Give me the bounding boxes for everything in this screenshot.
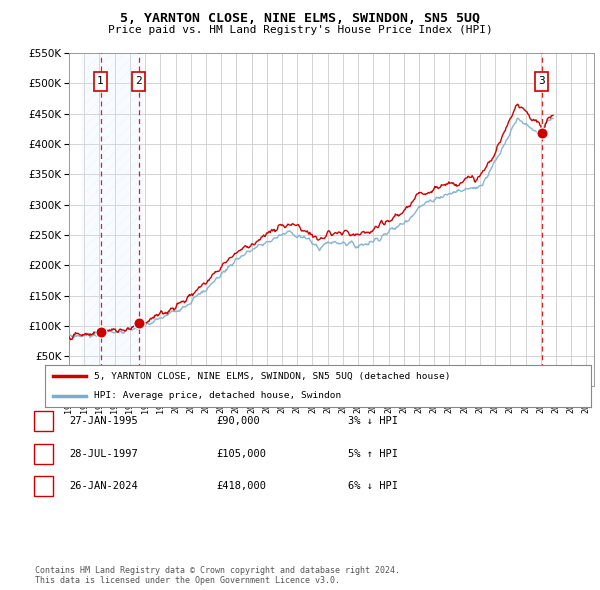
Text: 3% ↓ HPI: 3% ↓ HPI — [348, 417, 398, 426]
Text: 3: 3 — [41, 481, 47, 491]
Text: 5% ↑ HPI: 5% ↑ HPI — [348, 449, 398, 458]
Text: £105,000: £105,000 — [216, 449, 266, 458]
FancyBboxPatch shape — [535, 72, 548, 91]
Text: £418,000: £418,000 — [216, 481, 266, 491]
FancyBboxPatch shape — [94, 72, 107, 91]
Text: 6% ↓ HPI: 6% ↓ HPI — [348, 481, 398, 491]
Text: £90,000: £90,000 — [216, 417, 260, 426]
Bar — [82, 53, 143, 386]
Text: 5, YARNTON CLOSE, NINE ELMS, SWINDON, SN5 5UQ: 5, YARNTON CLOSE, NINE ELMS, SWINDON, SN… — [120, 12, 480, 25]
Text: 27-JAN-1995: 27-JAN-1995 — [69, 417, 138, 426]
Text: Price paid vs. HM Land Registry's House Price Index (HPI): Price paid vs. HM Land Registry's House … — [107, 25, 493, 35]
Text: 1: 1 — [41, 417, 47, 426]
Text: 5, YARNTON CLOSE, NINE ELMS, SWINDON, SN5 5UQ (detached house): 5, YARNTON CLOSE, NINE ELMS, SWINDON, SN… — [94, 372, 451, 381]
FancyBboxPatch shape — [132, 72, 145, 91]
Text: 1: 1 — [97, 77, 104, 86]
Text: 2: 2 — [135, 77, 142, 86]
Text: HPI: Average price, detached house, Swindon: HPI: Average price, detached house, Swin… — [94, 391, 341, 400]
Text: 3: 3 — [538, 77, 545, 86]
Text: 2: 2 — [41, 449, 47, 458]
Text: 26-JAN-2024: 26-JAN-2024 — [69, 481, 138, 491]
Text: 28-JUL-1997: 28-JUL-1997 — [69, 449, 138, 458]
Text: Contains HM Land Registry data © Crown copyright and database right 2024.
This d: Contains HM Land Registry data © Crown c… — [35, 566, 400, 585]
